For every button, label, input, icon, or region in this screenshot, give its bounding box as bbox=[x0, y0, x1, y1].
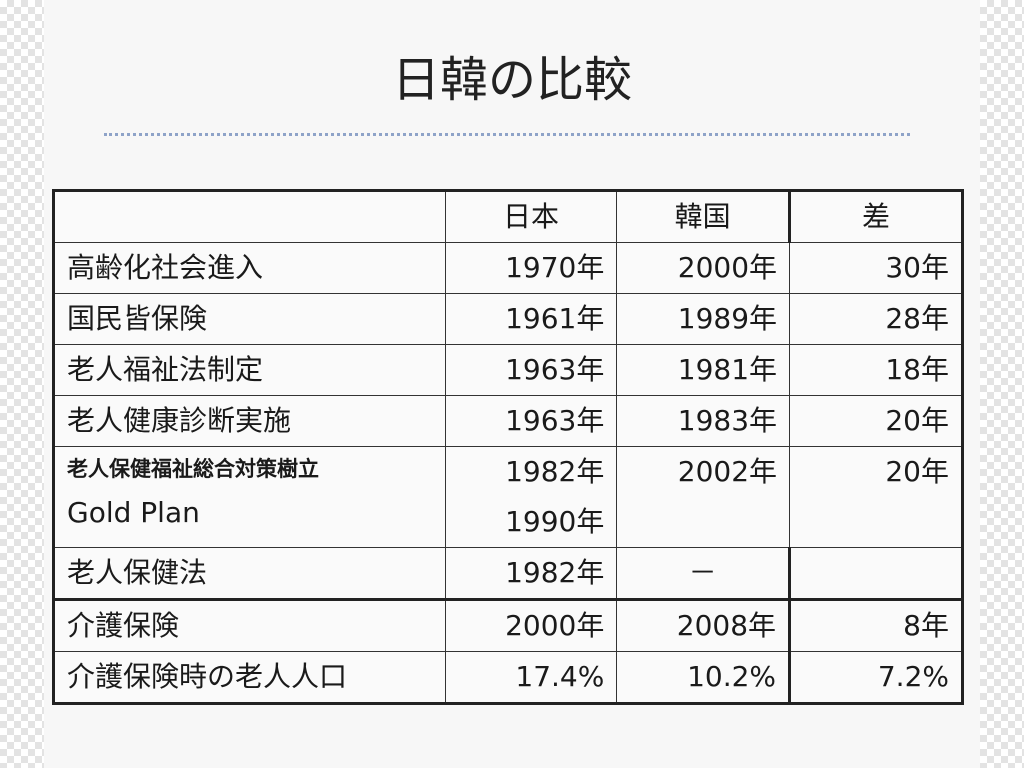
cell-korea: 1981年 bbox=[616, 344, 791, 396]
table-row: 高齢化社会進入 1970年 2000年 30年 bbox=[53, 242, 963, 294]
cell-korea: 1989年 bbox=[616, 293, 791, 345]
title-divider bbox=[104, 133, 910, 136]
row-label-sub: Gold Plan bbox=[67, 496, 200, 529]
row-label: 介護保険 bbox=[53, 598, 446, 652]
comparison-table: 日本 韓国 差 高齢化社会進入 1970年 2000年 30年 国民皆保険 19… bbox=[52, 189, 964, 705]
row-label: 老人健康診断実施 bbox=[53, 395, 446, 447]
row-label: 介護保険時の老人人口 bbox=[53, 651, 446, 704]
row-label-main: 老人保健福祉総合対策樹立 bbox=[67, 457, 319, 481]
cell-japan-line2: 1990年 bbox=[505, 505, 605, 538]
table-row: 介護保険 2000年 2008年 8年 bbox=[53, 598, 963, 652]
cell-difference: 8年 bbox=[788, 598, 963, 652]
cell-difference: 30年 bbox=[789, 242, 963, 294]
header-empty-cell bbox=[53, 190, 446, 243]
cell-difference: 7.2% bbox=[788, 651, 963, 704]
table-row: 国民皆保険 1961年 1989年 28年 bbox=[53, 293, 963, 345]
cell-korea: 10.2% bbox=[616, 651, 791, 704]
cell-korea: 2000年 bbox=[616, 242, 791, 294]
table-row: 老人保健福祉総合対策樹立 Gold Plan 1982年 1990年 2002年… bbox=[53, 446, 963, 548]
cell-japan: 1970年 bbox=[444, 242, 618, 294]
row-label: 国民皆保険 bbox=[53, 293, 446, 345]
row-label: 老人保健法 bbox=[53, 547, 446, 600]
cell-korea: 2008年 bbox=[616, 598, 791, 652]
cell-difference: 20年 bbox=[789, 395, 963, 447]
table-header-row: 日本 韓国 差 bbox=[53, 190, 963, 243]
cell-japan: 1961年 bbox=[444, 293, 618, 345]
table-row: 老人福祉法制定 1963年 1981年 18年 bbox=[53, 344, 963, 396]
cell-korea: 2002年 bbox=[616, 446, 791, 548]
cell-japan: 17.4% bbox=[444, 651, 618, 704]
table-row: 介護保険時の老人人口 17.4% 10.2% 7.2% bbox=[53, 651, 963, 704]
cell-difference: 28年 bbox=[789, 293, 963, 345]
cell-japan-line1: 1982年 bbox=[505, 455, 605, 488]
cell-korea: 1983年 bbox=[616, 395, 791, 447]
cell-japan: 2000年 bbox=[444, 598, 618, 652]
slide: 日韓の比較 日本 韓国 差 高齢化社会進入 1970年 2000年 30年 国民… bbox=[44, 0, 980, 768]
table-row: 老人保健法 1982年 － bbox=[53, 547, 963, 600]
cell-japan: 1963年 bbox=[444, 344, 618, 396]
cell-difference: 20年 bbox=[789, 446, 963, 548]
table-row: 老人健康診断実施 1963年 1983年 20年 bbox=[53, 395, 963, 447]
row-label: 老人保健福祉総合対策樹立 Gold Plan bbox=[53, 446, 446, 548]
cell-japan: 1982年 bbox=[444, 547, 618, 600]
row-label: 高齢化社会進入 bbox=[53, 242, 446, 294]
cell-difference bbox=[788, 547, 963, 600]
cell-difference: 18年 bbox=[789, 344, 963, 396]
cell-japan: 1982年 1990年 bbox=[444, 446, 618, 548]
cell-japan: 1963年 bbox=[444, 395, 618, 447]
header-difference: 差 bbox=[788, 190, 963, 243]
cell-korea: － bbox=[616, 547, 791, 600]
row-label: 老人福祉法制定 bbox=[53, 344, 446, 396]
header-korea: 韓国 bbox=[616, 190, 791, 243]
header-japan: 日本 bbox=[444, 190, 618, 243]
slide-title: 日韓の比較 bbox=[391, 52, 632, 108]
